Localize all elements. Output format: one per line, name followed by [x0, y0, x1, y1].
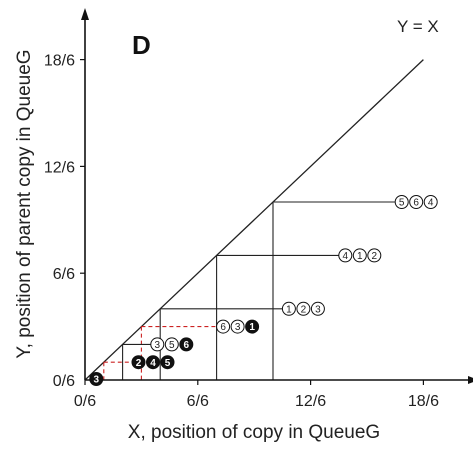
marker-number: 4	[343, 251, 349, 262]
sequence-marker: 2	[367, 248, 382, 263]
sequence-marker: 4	[146, 355, 160, 370]
sequence-marker: 5	[394, 195, 409, 209]
x-tick-label: 18/6	[408, 393, 439, 410]
x-tick-label: 12/6	[295, 393, 326, 410]
markers: 1 2 34 1 25 6 46 3 13 5 62 4 53	[89, 195, 438, 386]
open-marker-circle	[310, 301, 325, 316]
sequence-marker: 4	[338, 248, 353, 263]
filled-marker-circle	[245, 319, 260, 334]
open-marker-circle	[150, 337, 165, 352]
open-marker-circle	[281, 301, 296, 316]
y-tick-label: 6/6	[53, 266, 75, 283]
open-marker-circle	[338, 248, 353, 263]
y-tick-label: 0/6	[53, 373, 75, 390]
sequence-marker: 1	[352, 248, 367, 263]
sequence-marker: 4	[423, 195, 438, 209]
open-marker-circle	[164, 337, 179, 352]
sequence-marker: 1	[245, 319, 260, 334]
sequence-marker: 6	[216, 319, 231, 334]
filled-marker-circle	[89, 372, 104, 386]
marker-number: 3	[235, 322, 241, 333]
marker-number: 5	[399, 198, 405, 209]
staircase-lines	[84, 59, 424, 381]
marker-number: 3	[315, 304, 321, 315]
marker-number: 3	[93, 375, 99, 386]
axes: 0/6 6/6 12/6 18/6 0/6 6/6 12/6 18/6	[44, 8, 473, 410]
marker-number: 6	[220, 322, 226, 333]
filled-marker-circle	[146, 355, 160, 370]
x-tick-label: 6/6	[187, 393, 209, 410]
open-marker-circle	[230, 319, 245, 334]
labels: D Y = X X, position of copy in QueueG Y,…	[14, 17, 439, 443]
marker-number: 2	[301, 304, 307, 315]
sequence-marker: 6	[179, 337, 194, 352]
filled-marker-circle	[179, 337, 194, 352]
sequence-marker: 1	[281, 301, 296, 316]
marker-number: 2	[136, 358, 142, 369]
y-tick-label: 18/6	[44, 53, 75, 70]
y-axis-arrow	[81, 8, 89, 20]
sequence-marker: 3	[150, 337, 165, 352]
open-marker-circle	[409, 195, 424, 209]
marker-number: 2	[372, 251, 378, 262]
y-axis-title: Y, position of parent copy in QueueG	[14, 49, 35, 358]
marker-number: 3	[155, 340, 161, 351]
sequence-marker: 2	[296, 301, 311, 316]
sequence-marker: 6	[409, 195, 424, 209]
sequence-marker: 3	[230, 319, 245, 334]
diagonal-line-label: Y = X	[397, 17, 439, 36]
open-marker-circle	[216, 319, 231, 334]
open-marker-circle	[352, 248, 367, 263]
panel-letter: D	[132, 30, 151, 60]
x-axis-title: X, position of copy in QueueG	[128, 422, 380, 443]
marker-number: 6	[184, 340, 190, 351]
x-tick-label: 0/6	[74, 393, 96, 410]
x-axis-arrow	[468, 376, 473, 384]
marker-number: 6	[413, 198, 419, 209]
open-marker-circle	[367, 248, 382, 263]
sequence-marker: 5	[164, 337, 179, 352]
filled-marker-circle	[160, 355, 175, 370]
marker-number: 1	[286, 304, 292, 315]
open-marker-circle	[423, 195, 438, 209]
open-marker-circle	[296, 301, 311, 316]
y-tick-label: 12/6	[44, 159, 75, 176]
sequence-marker: 2	[131, 355, 146, 370]
marker-number: 1	[357, 251, 363, 262]
sequence-marker: 5	[160, 355, 175, 370]
marker-number: 5	[165, 358, 171, 369]
open-marker-circle	[394, 195, 409, 209]
marker-number: 4	[150, 358, 156, 369]
marker-number: 5	[169, 340, 175, 351]
marker-number: 4	[428, 198, 434, 209]
origin-marker: 3	[89, 372, 104, 386]
sequence-marker: 3	[310, 301, 325, 316]
marker-number: 1	[249, 322, 255, 333]
filled-marker-circle	[131, 355, 146, 370]
